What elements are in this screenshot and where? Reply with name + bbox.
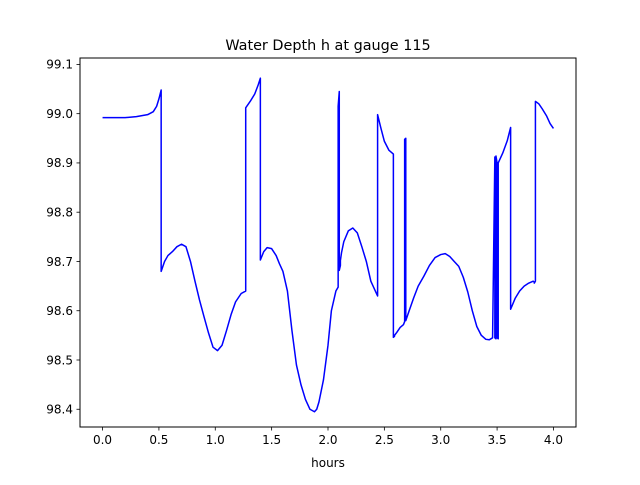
- x-axis-label: hours: [311, 456, 345, 470]
- y-tick-label: 99.0: [46, 107, 73, 121]
- y-tick-label: 98.8: [46, 206, 73, 220]
- plot-frame: [79, 57, 577, 428]
- y-tick-label: 98.6: [46, 304, 73, 318]
- y-tick-label: 98.4: [46, 403, 73, 417]
- x-tick-label: 3.5: [488, 433, 507, 447]
- x-tick-label: 1.5: [262, 433, 281, 447]
- chart-title: Water Depth h at gauge 115: [225, 38, 430, 54]
- x-tick-label: 2.0: [318, 433, 337, 447]
- x-tick-label: 2.5: [375, 433, 394, 447]
- y-tick-label: 98.9: [46, 156, 73, 170]
- series-line-0: [102, 77, 555, 413]
- x-tick-label: 0.5: [149, 433, 168, 447]
- y-tick-label: 99.1: [46, 58, 73, 72]
- y-tick-label: 98.5: [46, 353, 73, 367]
- x-tick-label: 4.0: [544, 433, 563, 447]
- x-tick-label: 1.0: [206, 433, 225, 447]
- plot-area: [80, 58, 576, 427]
- y-axis-ticks: 98.4 98.5 98.6 98.7 98.8 98.9 99.0 99.1: [46, 58, 80, 417]
- x-tick-label: 0.0: [93, 433, 112, 447]
- x-tick-label: 3.0: [431, 433, 450, 447]
- x-axis-ticks: 0.0 0.5 1.0 1.5 2.0 2.5 3.0 3.5 4.0: [93, 427, 563, 447]
- series-layer: [102, 77, 555, 413]
- y-tick-label: 98.7: [46, 255, 73, 269]
